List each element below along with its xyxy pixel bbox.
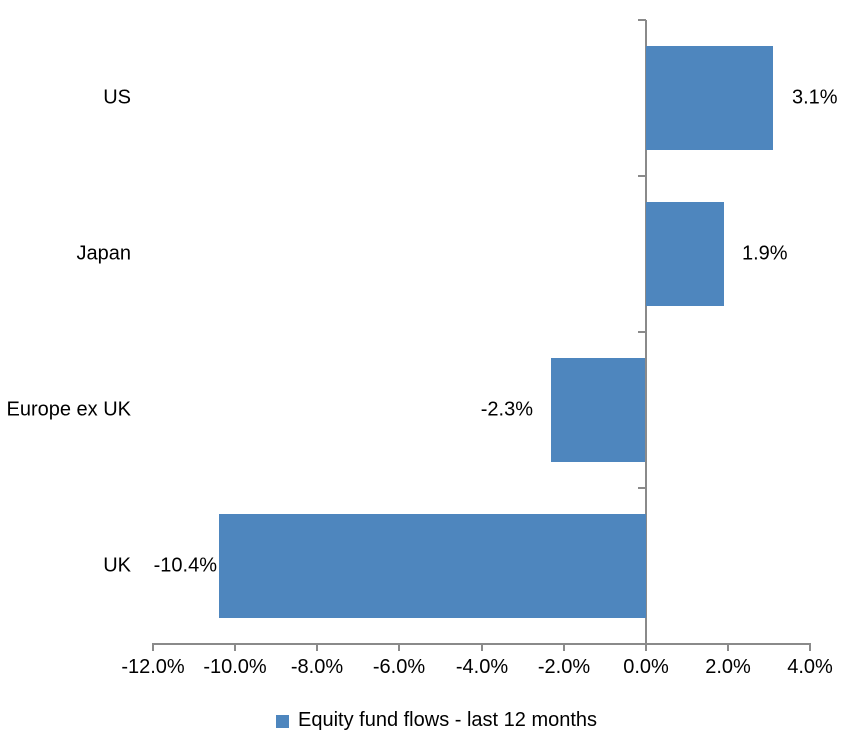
x-axis-tick	[809, 643, 811, 651]
bar-uk	[219, 514, 646, 618]
y-axis-tick	[638, 643, 646, 645]
x-tick-label: -6.0%	[372, 656, 426, 678]
x-axis-tick	[316, 643, 318, 651]
y-axis-line	[645, 20, 647, 644]
bar-japan	[646, 202, 724, 306]
value-label-japan: 1.9%	[742, 242, 788, 265]
y-axis-tick	[638, 175, 646, 177]
category-label-japan: Japan	[76, 242, 132, 265]
bar-europe-ex-uk	[551, 358, 645, 462]
category-label-uk: UK	[103, 554, 131, 577]
x-tick-label: 2.0%	[705, 656, 751, 678]
x-axis-tick	[398, 643, 400, 651]
x-axis-tick	[563, 643, 565, 651]
y-axis-tick	[638, 487, 646, 489]
value-label-europe-ex-uk: -2.3%	[480, 398, 533, 421]
x-axis-tick	[645, 643, 647, 651]
x-tick-label: -10.0%	[203, 656, 267, 678]
x-tick-label: -4.0%	[455, 656, 509, 678]
legend: Equity fund flows - last 12 months	[276, 709, 597, 732]
x-axis-tick	[727, 643, 729, 651]
value-label-uk: -10.4%	[153, 554, 217, 577]
x-axis-tick	[152, 643, 154, 651]
bar-us	[646, 46, 773, 150]
legend-marker-icon	[276, 715, 289, 728]
x-tick-label: 0.0%	[623, 656, 669, 678]
y-axis-tick	[638, 19, 646, 21]
y-axis-tick	[638, 331, 646, 333]
category-label-us: US	[103, 86, 131, 109]
category-label-europe-ex-uk: Europe ex UK	[6, 398, 131, 421]
x-tick-label: -8.0%	[290, 656, 344, 678]
x-axis-tick	[481, 643, 483, 651]
value-label-us: 3.1%	[792, 86, 838, 109]
x-tick-label: -12.0%	[121, 656, 185, 678]
legend-label: Equity fund flows - last 12 months	[298, 709, 598, 731]
x-tick-label: 4.0%	[787, 656, 833, 678]
x-axis-tick	[234, 643, 236, 651]
x-tick-label: -2.0%	[537, 656, 591, 678]
